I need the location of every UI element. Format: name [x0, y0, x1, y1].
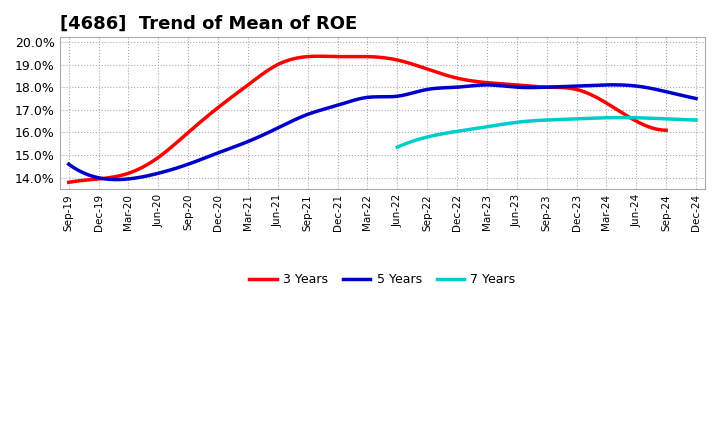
7 Years	[617, 115, 626, 120]
3 Years	[301, 54, 310, 59]
Text: [4686]  Trend of Mean of ROE: [4686] Trend of Mean of ROE	[60, 15, 357, 33]
5 Years	[461, 84, 469, 89]
3 Years	[315, 54, 323, 59]
5 Years	[141, 173, 150, 179]
7 Years	[429, 133, 438, 138]
3 Years	[64, 180, 73, 185]
5 Years	[64, 161, 73, 167]
7 Years	[692, 117, 701, 123]
5 Years	[519, 85, 528, 90]
3 Years	[500, 81, 509, 87]
5 Years	[608, 82, 617, 88]
7 Years	[608, 115, 617, 120]
3 Years	[497, 81, 505, 86]
3 Years	[662, 128, 670, 133]
3 Years	[136, 165, 145, 171]
5 Years	[315, 108, 323, 114]
Legend: 3 Years, 5 Years, 7 Years: 3 Years, 5 Years, 7 Years	[244, 268, 521, 291]
Line: 5 Years: 5 Years	[68, 85, 696, 180]
7 Years	[511, 120, 520, 125]
Line: 7 Years: 7 Years	[397, 117, 696, 147]
3 Years	[259, 71, 268, 76]
3 Years	[442, 73, 451, 78]
7 Years	[490, 123, 499, 128]
7 Years	[610, 115, 618, 120]
7 Years	[581, 116, 590, 121]
5 Years	[112, 177, 120, 182]
Line: 3 Years: 3 Years	[68, 56, 666, 182]
5 Years	[522, 85, 531, 90]
5 Years	[692, 96, 701, 101]
7 Years	[393, 145, 402, 150]
5 Years	[270, 127, 279, 132]
